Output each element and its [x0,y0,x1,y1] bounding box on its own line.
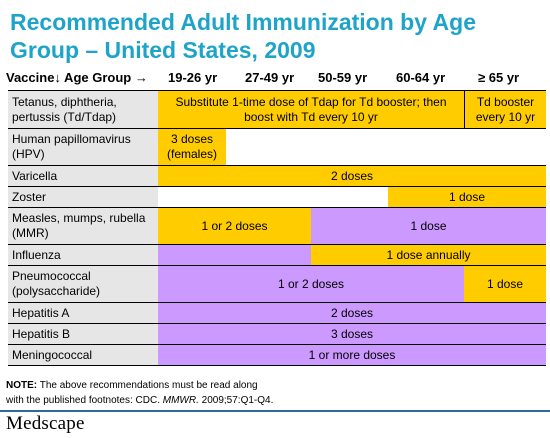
schedule-cell: 1 dose [388,187,546,207]
header-vaccine-age: Vaccine↓ Age Group → [6,70,148,85]
header-age-65-plus: ≥ 65 yr [478,70,520,85]
table-row-tdap: Tetanus, diphtheria, pertussis (Td/Tdap)… [8,91,546,128]
schedule-cell: 3 doses [158,324,546,344]
header-age-19-26: 19-26 yr [168,70,218,85]
schedule-cell-empty [158,187,388,207]
vaccine-name: Varicella [8,166,158,186]
note-label: NOTE: [6,380,38,391]
schedule-cell-purple [158,245,311,265]
vaccine-name: Zoster [8,187,158,207]
schedule-cell: 1 dose [464,266,546,302]
table-row-zoster: Zoster 1 dose [8,186,546,207]
vaccine-name: Pneumococcal (polysaccharide) [8,266,158,302]
table-row-varicella: Varicella 2 doses [8,165,546,186]
table-row-mmr: Measles, mumps, rubella (MMR) 1 or 2 dos… [8,207,546,244]
schedule-cell: Substitute 1-time dose of Tdap for Td bo… [158,91,464,128]
header-age-60-64: 60-64 yr [396,70,446,85]
medscape-logo: Medscape [6,413,85,434]
brand-divider [0,410,550,412]
schedule-cell: 1 or more doses [158,345,546,365]
schedule-cell: 1 dose [311,208,546,244]
header-age-50-59: 50-59 yr [318,70,368,85]
table-row-hpv: Human papillomavirus (HPV) 3 doses (fema… [8,128,546,165]
schedule-cell: 1 or 2 doses [158,208,311,244]
header-age-27-49: 27-49 yr [245,70,295,85]
table-row-hepatitis-b: Hepatitis B 3 doses [8,323,546,344]
schedule-cell: 2 doses [158,303,546,323]
note-text: with the published footnotes: CDC. [6,395,163,406]
table-row-hepatitis-a: Hepatitis A 2 doses [8,302,546,323]
note-text: 2009;57:Q1-Q4. [198,395,274,406]
immunization-table: Tetanus, diphtheria, pertussis (Td/Tdap)… [8,90,546,366]
vaccine-name: Meningococcal [8,345,158,365]
note-journal: MMWR. [162,395,199,406]
table-row-pneumococcal: Pneumococcal (polysaccharide) 1 or 2 dos… [8,265,546,302]
table-row-meningococcal: Meningococcal 1 or more doses [8,344,546,365]
note-text: The above recommendations must be read a… [37,380,258,391]
vaccine-name: Tetanus, diphtheria, pertussis (Td/Tdap) [8,91,158,128]
vaccine-name: Human papillomavirus (HPV) [8,129,158,165]
vaccine-name: Hepatitis A [8,303,158,323]
page-title: Recommended Adult Immunization by Age Gr… [10,9,476,63]
vaccine-name: Measles, mumps, rubella (MMR) [8,208,158,244]
schedule-cell: 2 doses [158,166,546,186]
schedule-cell: 3 doses (females) [158,129,226,165]
table-row-influenza: Influenza 1 dose annually [8,244,546,265]
schedule-cell: Td booster every 10 yr [464,91,546,128]
table-header: Vaccine↓ Age Group → 19-26 yr 27-49 yr 5… [0,66,550,88]
vaccine-name: Hepatitis B [8,324,158,344]
schedule-cell-empty [226,129,546,165]
footnote: NOTE: The above recommendations must be … [6,378,273,408]
schedule-cell: 1 or 2 doses [158,266,464,302]
vaccine-name: Influenza [8,245,158,265]
schedule-cell: 1 dose annually [311,245,546,265]
